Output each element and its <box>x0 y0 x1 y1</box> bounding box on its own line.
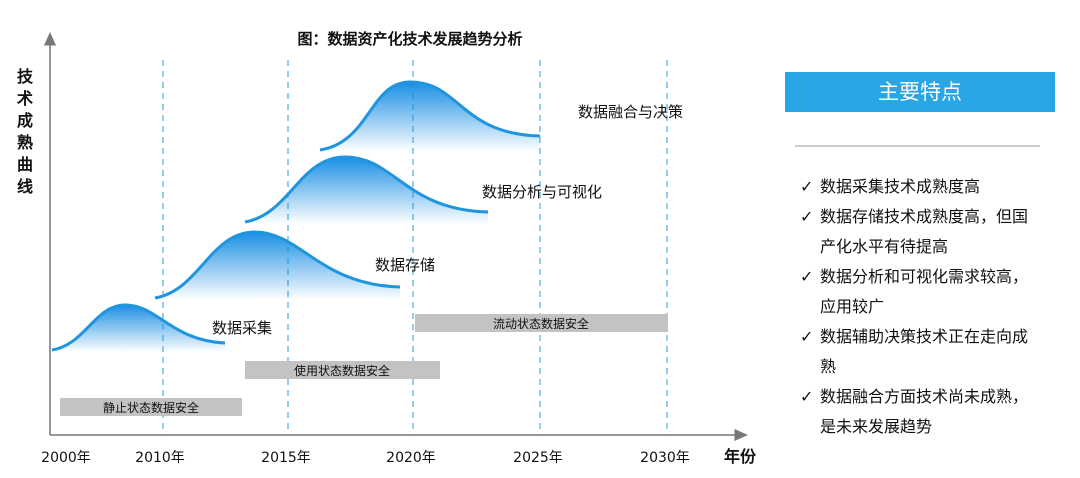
x-label: 2025年 <box>513 450 563 466</box>
curve-label: 数据分析与可视化 <box>482 183 602 201</box>
security-bar <box>60 398 242 416</box>
x-label: 2010年 <box>135 450 185 466</box>
curve-label: 数据融合与决策 <box>578 103 683 121</box>
curve-label: 数据存储 <box>375 256 435 274</box>
x-labels: 2000年 2010年 2015年 2020年 2025年 2030年 <box>41 450 690 466</box>
security-label: 使用状态数据安全 <box>294 363 390 378</box>
security-labels: 静止状态数据安全 使用状态数据安全 流动状态数据安全 <box>103 316 589 415</box>
curve-label: 数据采集 <box>212 319 272 337</box>
title: 图：数据资产化技术发展趋势分析 <box>297 30 522 48</box>
security-label: 静止状态数据安全 <box>103 400 199 415</box>
curve-fill <box>245 157 488 224</box>
y-label-char: 术 <box>16 89 33 108</box>
y-label-char: 线 <box>17 177 33 196</box>
bullet: ✓ 数据融合方面技术尚未成熟，是未来发展趋势 <box>800 382 1045 442</box>
x-label: 2030年 <box>640 450 690 466</box>
curve <box>244 155 489 224</box>
security-bars <box>60 314 668 416</box>
bullet-text: 数据辅助决策技术正在走向成熟 <box>820 327 1029 376</box>
curves <box>51 80 541 352</box>
x-label: 2000年 <box>41 450 91 466</box>
y-label-char: 成 <box>17 111 33 130</box>
curve <box>319 80 541 152</box>
bullet: ✓ 数据采集技术成熟度高 <box>800 172 1045 202</box>
security-label: 流动状态数据安全 <box>493 316 589 331</box>
bullet-text: 数据采集技术成熟度高 <box>820 177 981 196</box>
curve-fill <box>320 82 540 152</box>
y-label-char: 熟 <box>17 133 33 152</box>
y-axis-label: 技 术 成 熟 曲 线 <box>16 67 34 196</box>
curve-labels: 数据采集 数据存储 数据分析与可视化 数据融合与决策 <box>212 103 683 337</box>
y-label-char: 技 <box>17 67 34 86</box>
x-axis-label: 年份 <box>724 447 757 466</box>
curve <box>51 303 226 352</box>
y-label-char: 曲 <box>17 155 33 174</box>
x-label: 2020年 <box>386 450 436 466</box>
bullet: ✓ 数据存储技术成熟度高，但国产化水平有待提高 <box>800 202 1045 262</box>
bullet: ✓ 数据辅助决策技术正在走向成熟 <box>800 322 1045 382</box>
curve-fill <box>155 232 400 300</box>
panel-title: 主要特点 <box>878 80 962 104</box>
security-bar <box>415 314 668 332</box>
panel-header <box>785 72 1055 112</box>
bullet-text: 数据存储技术成熟度高，但国产化水平有待提高 <box>820 207 1029 256</box>
bullet: ✓ 数据分析和可视化需求较高，应用较广 <box>800 262 1045 322</box>
bullet-text: 数据融合方面技术尚未成熟，是未来发展趋势 <box>820 387 1029 436</box>
bullet-text: 数据分析和可视化需求较高，应用较广 <box>820 267 1029 316</box>
curve-fill <box>52 305 225 352</box>
security-bar <box>245 361 440 379</box>
curve <box>154 230 401 300</box>
x-label: 2015年 <box>261 450 311 466</box>
